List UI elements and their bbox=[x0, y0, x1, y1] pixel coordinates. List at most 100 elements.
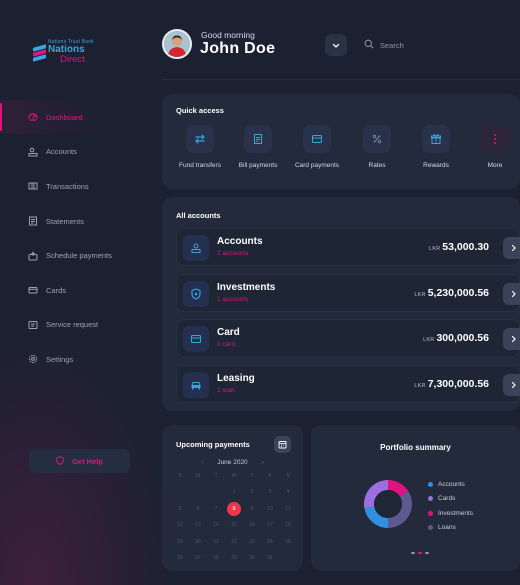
calendar-week: 26 27 28 29 30 31 bbox=[171, 553, 297, 563]
header-divider bbox=[162, 79, 520, 80]
donut-segment-investments bbox=[388, 480, 409, 497]
calendar-day[interactable]: 19 bbox=[177, 538, 183, 545]
fund-transfers-button[interactable]: Fund transfers bbox=[170, 125, 230, 169]
search-field[interactable]: Search bbox=[364, 38, 520, 52]
calendar-day[interactable]: 23 bbox=[249, 538, 255, 545]
carousel-pager bbox=[411, 552, 429, 554]
calendar-month: June 2020 bbox=[217, 459, 248, 466]
upcoming-payments-card: Upcoming payments ‹ June 2020 › S M T W … bbox=[162, 425, 303, 571]
sidebar-item-dashboard[interactable]: Dashboard bbox=[0, 100, 160, 135]
bill-payments-button[interactable]: Bill payments bbox=[228, 125, 288, 169]
account-row-card[interactable]: Card 1 card LKR 300,000.56 bbox=[176, 319, 520, 357]
calendar-day bbox=[171, 487, 189, 497]
rewards-button[interactable]: Rewards bbox=[406, 125, 466, 169]
calendar-week: 12 13 14 15 16 17 18 bbox=[171, 520, 297, 530]
gear-icon bbox=[27, 354, 38, 365]
card-icon bbox=[303, 125, 331, 153]
pager-dot-active[interactable] bbox=[418, 552, 422, 554]
legend-label: Investments bbox=[438, 509, 474, 517]
open-leasing-button[interactable] bbox=[503, 374, 520, 396]
more-button[interactable]: More bbox=[465, 125, 520, 169]
open-card-button[interactable] bbox=[503, 328, 520, 350]
profile-dropdown-button[interactable] bbox=[325, 34, 347, 56]
calendar-day[interactable]: 28 bbox=[213, 555, 219, 561]
rates-button[interactable]: Rates bbox=[347, 125, 407, 169]
calendar-day[interactable]: 6 bbox=[196, 505, 200, 512]
calendar-day[interactable]: 18 bbox=[285, 522, 291, 528]
calendar-day[interactable]: 2 bbox=[250, 489, 254, 495]
account-count: 1 loan bbox=[217, 387, 235, 394]
accounts-icon bbox=[27, 146, 38, 157]
calendar-day[interactable]: 17 bbox=[267, 522, 273, 528]
schedule-icon bbox=[27, 250, 38, 261]
more-icon bbox=[481, 125, 509, 153]
calendar-day[interactable]: 12 bbox=[177, 522, 183, 528]
balance-value: 300,000.56 bbox=[436, 332, 489, 344]
calendar-day[interactable]: 4 bbox=[286, 489, 290, 495]
calendar-day[interactable]: 30 bbox=[249, 555, 255, 561]
open-accounts-button[interactable] bbox=[503, 237, 520, 259]
sidebar-item-settings[interactable]: Settings bbox=[0, 342, 160, 377]
calendar-day[interactable]: 29 bbox=[231, 555, 237, 561]
all-accounts-title: All accounts bbox=[176, 211, 221, 220]
calendar-day[interactable]: 24 bbox=[267, 538, 273, 545]
account-balance: LKR 53,000.30 bbox=[429, 241, 489, 253]
calendar-day[interactable]: 21 bbox=[213, 538, 219, 545]
calendar-day[interactable]: 9 bbox=[250, 505, 254, 512]
avatar[interactable] bbox=[162, 29, 192, 59]
chevron-left-icon[interactable]: ‹ bbox=[201, 459, 204, 466]
sidebar-item-cards[interactable]: Cards bbox=[0, 273, 160, 308]
calendar-day[interactable]: 15 bbox=[231, 522, 237, 528]
pager-dot[interactable] bbox=[411, 552, 415, 554]
quick-access-title: Quick access bbox=[176, 106, 224, 115]
currency-label: LKR bbox=[414, 383, 426, 389]
calendar-day[interactable]: 7 bbox=[214, 505, 218, 512]
chevron-right-icon[interactable]: › bbox=[261, 459, 264, 466]
account-row-investments[interactable]: Investments 1 accounts LKR 5,230,000.56 bbox=[176, 274, 520, 312]
calendar-day[interactable]: 5 bbox=[178, 505, 182, 512]
sidebar-item-label: Accounts bbox=[46, 147, 77, 157]
calendar-day[interactable]: 8 bbox=[225, 501, 243, 516]
account-balance: LKR 7,300,000.56 bbox=[414, 378, 489, 390]
chevron-right-icon bbox=[511, 330, 517, 348]
calendar-day[interactable]: 1 bbox=[232, 489, 236, 495]
calendar-day[interactable]: 13 bbox=[195, 522, 201, 528]
calendar-day[interactable]: 16 bbox=[249, 522, 255, 528]
sidebar-item-statements[interactable]: Statements bbox=[0, 204, 160, 239]
calendar-day[interactable]: 11 bbox=[285, 505, 291, 512]
brand-logo[interactable]: Nations Trust Bank Nations Direct bbox=[33, 40, 94, 65]
balance-value: 53,000.30 bbox=[442, 241, 489, 253]
calendar-day-selected[interactable]: 8 bbox=[227, 501, 241, 516]
pager-dot[interactable] bbox=[425, 552, 429, 554]
dashboard-icon bbox=[27, 112, 38, 123]
calendar-day[interactable]: 10 bbox=[267, 505, 273, 512]
calendar-day[interactable]: 26 bbox=[177, 555, 183, 561]
calendar-day bbox=[279, 553, 297, 563]
portfolio-donut-chart bbox=[364, 480, 412, 528]
sidebar-nav: Dashboard Accounts Transactions Statemen… bbox=[0, 100, 160, 377]
open-investments-button[interactable] bbox=[503, 283, 520, 305]
sidebar-item-accounts[interactable]: Accounts bbox=[0, 135, 160, 170]
calendar-week: 19 20 21 22 23 24 25 bbox=[171, 537, 297, 547]
account-row-accounts[interactable]: Accounts 2 accounts LKR 53,000.30 bbox=[176, 228, 520, 266]
sidebar-item-schedule-payments[interactable]: Schedule payments bbox=[0, 238, 160, 273]
calendar-day[interactable]: 14 bbox=[213, 522, 219, 528]
account-count: 1 accounts bbox=[217, 296, 249, 303]
weekday: W bbox=[231, 473, 237, 479]
calendar-day[interactable]: 20 bbox=[195, 538, 201, 545]
sidebar-item-transactions[interactable]: Transactions bbox=[0, 169, 160, 204]
account-row-leasing[interactable]: Leasing 1 loan LKR 7,300,000.56 bbox=[176, 365, 520, 403]
calendar-day[interactable]: 27 bbox=[195, 555, 201, 561]
card-payments-button[interactable]: Card payments bbox=[287, 125, 347, 169]
calendar-day[interactable]: 22 bbox=[231, 538, 237, 545]
calendar-button[interactable] bbox=[274, 436, 291, 453]
get-help-button[interactable]: Get Help bbox=[29, 449, 130, 473]
calendar-day[interactable]: 3 bbox=[268, 489, 272, 495]
calendar-day bbox=[207, 487, 225, 497]
sidebar-item-service-request[interactable]: Service request bbox=[0, 308, 160, 343]
calendar-day[interactable]: 25 bbox=[285, 538, 291, 545]
weekday: T bbox=[250, 473, 254, 479]
service-icon bbox=[27, 319, 38, 330]
weekday: S bbox=[286, 473, 290, 479]
calendar-day[interactable]: 31 bbox=[267, 555, 273, 561]
